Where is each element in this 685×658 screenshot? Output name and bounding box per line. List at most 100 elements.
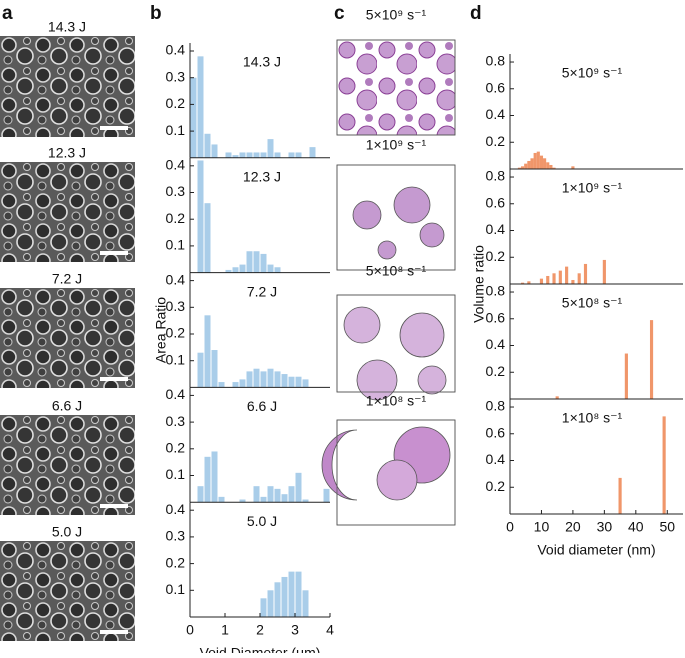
bar <box>302 499 309 503</box>
x-tick-label: 1 <box>221 622 229 638</box>
bar <box>274 582 281 617</box>
bar <box>246 371 253 388</box>
bar <box>232 267 239 273</box>
chart-title: 7.2 J <box>247 283 277 299</box>
bar <box>543 158 547 169</box>
bar <box>232 382 239 388</box>
bar <box>624 353 628 399</box>
y-tick-label: 0.2 <box>486 248 506 264</box>
bar <box>253 251 260 273</box>
y-tick-label: 0.8 <box>486 168 506 184</box>
micrograph-caption: 6.6 J <box>52 398 82 414</box>
panel-label: b <box>150 3 162 24</box>
bar <box>225 269 232 273</box>
y-tick-label: 0.8 <box>486 283 506 299</box>
x-axis-label: Void diameter (nm) <box>537 542 655 558</box>
y-axis-label: Volume ratio <box>471 245 487 323</box>
bar <box>521 166 525 169</box>
x-axis-label: Void Diameter (μm) <box>200 645 321 653</box>
y-tick-label: 0.2 <box>486 478 506 494</box>
bar <box>253 152 260 158</box>
bar <box>253 486 260 503</box>
y-tick-label: 0.2 <box>166 554 186 570</box>
y-tick-label: 0.4 <box>166 157 186 173</box>
y-tick-label: 0.6 <box>486 194 506 210</box>
bar <box>197 352 204 388</box>
x-tick-label: 2 <box>256 622 264 638</box>
bar <box>197 160 204 273</box>
bar <box>267 486 274 503</box>
y-tick-label: 0.3 <box>166 298 186 314</box>
chart-title: 1×10⁹ s⁻¹ <box>562 180 623 196</box>
bar <box>533 152 537 169</box>
bar <box>546 162 550 169</box>
y-tick-label: 0.4 <box>166 501 186 517</box>
bar <box>527 281 531 284</box>
bar <box>267 264 274 273</box>
bar <box>211 350 218 388</box>
bar <box>288 571 295 617</box>
x-tick-label: 3 <box>291 622 299 638</box>
bar <box>288 376 295 388</box>
bar <box>288 152 295 158</box>
bar <box>527 160 531 169</box>
bar <box>197 486 204 503</box>
y-tick-label: 0.2 <box>486 363 506 379</box>
bar <box>274 488 281 503</box>
x-tick-label: 50 <box>659 519 675 535</box>
bar <box>546 275 550 284</box>
y-tick-label: 0.4 <box>166 386 186 402</box>
x-tick-label: 0 <box>186 622 194 638</box>
y-tick-label: 0.1 <box>166 581 186 597</box>
bar <box>295 571 302 617</box>
bar <box>190 77 197 158</box>
panel-label: d <box>470 3 482 24</box>
micrograph-caption: 12.3 J <box>48 145 86 161</box>
bar <box>309 147 316 158</box>
bar <box>218 496 225 503</box>
chart-title: 5.0 J <box>247 513 277 529</box>
y-tick-label: 0.6 <box>486 79 506 95</box>
bar <box>197 56 204 158</box>
bar <box>552 167 556 169</box>
bar <box>246 251 253 273</box>
bar <box>211 144 218 158</box>
bar <box>260 152 267 158</box>
rendering-caption: 5×10⁹ s⁻¹ <box>366 7 427 23</box>
chart-title: 5×10⁸ s⁻¹ <box>562 295 623 311</box>
bar <box>295 472 302 503</box>
bar <box>618 477 622 514</box>
bar <box>524 163 528 169</box>
y-tick-label: 0.4 <box>486 336 506 352</box>
bar <box>517 167 522 169</box>
y-tick-label: 0.3 <box>166 528 186 544</box>
bar <box>239 264 246 273</box>
bar <box>530 158 534 169</box>
micrograph-caption: 14.3 J <box>48 19 86 35</box>
rendering-caption: 5×10⁸ s⁻¹ <box>366 263 427 279</box>
bar <box>602 259 606 284</box>
x-tick-label: 0 <box>506 519 514 535</box>
y-axis-label: Area Ratio <box>153 297 169 363</box>
bar <box>260 253 267 273</box>
bar <box>267 368 274 388</box>
bar <box>302 379 309 388</box>
bar <box>246 152 253 158</box>
y-tick-label: 0.2 <box>166 95 186 111</box>
bar <box>539 155 544 169</box>
x-tick-label: 10 <box>534 519 550 535</box>
bar <box>218 382 225 388</box>
y-tick-label: 0.1 <box>166 351 186 367</box>
y-tick-label: 0.8 <box>486 398 506 414</box>
x-tick-label: 4 <box>326 622 334 638</box>
x-tick-label: 20 <box>565 519 581 535</box>
y-tick-label: 0.2 <box>166 325 186 341</box>
y-tick-label: 0.8 <box>486 53 506 69</box>
chart-title: 6.6 J <box>247 398 277 414</box>
bar <box>549 164 553 169</box>
y-tick-label: 0.3 <box>166 183 186 199</box>
micrograph-caption: 5.0 J <box>52 524 82 540</box>
bar <box>302 590 309 617</box>
bar <box>239 152 246 158</box>
bar <box>274 267 281 273</box>
